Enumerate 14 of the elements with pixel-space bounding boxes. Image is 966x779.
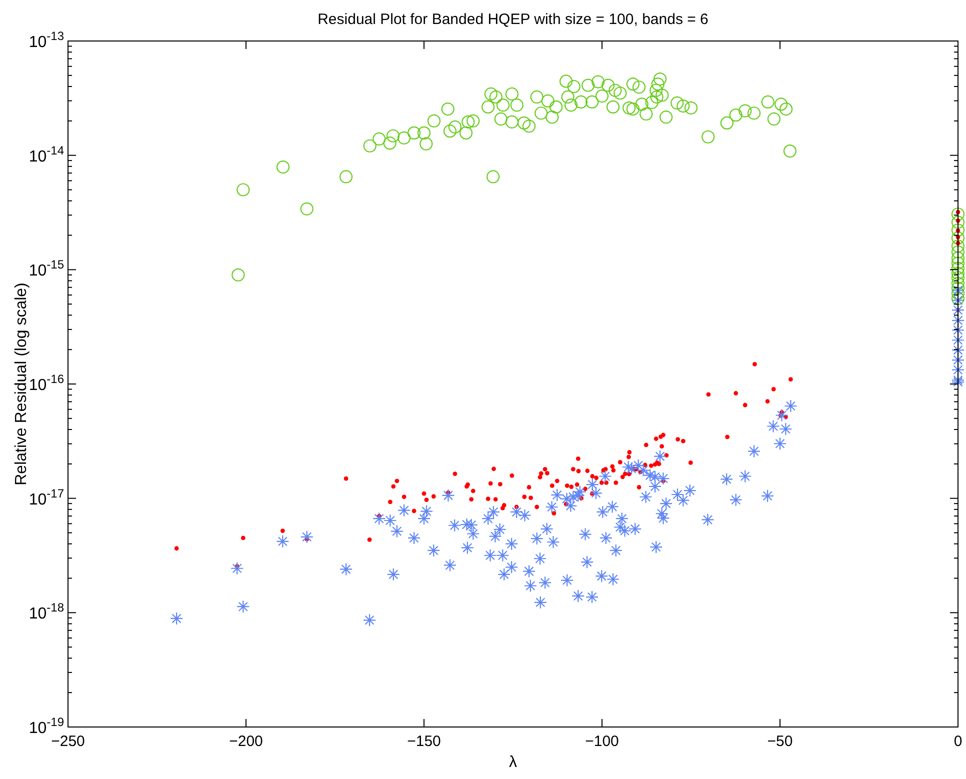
y-tick-label: 10$^{-16}$ xyxy=(28,372,64,394)
chart-title: Residual Plot for Banded HQEP with size = 100, bands = 6 xyxy=(318,11,708,28)
y-tick-label: 10$^{-13}$ xyxy=(28,29,64,51)
y-tick-label: 10$^{-15}$ xyxy=(28,258,64,280)
y-axis-title: Relative Residual (log scale) xyxy=(13,282,30,486)
x-tick-label: −100 xyxy=(585,733,619,750)
y-tick-label: 10$^{-14}$ xyxy=(28,143,64,166)
x-tick-label: −50 xyxy=(767,733,793,750)
x-axis-title: λ xyxy=(509,754,517,771)
x-tick-label: 0 xyxy=(954,733,962,750)
x-tick-label: −150 xyxy=(407,733,441,750)
x-tick-label: −200 xyxy=(229,733,263,750)
y-tick-label: 10$^{-17}$ xyxy=(28,486,64,508)
y-tick-label: 10$^{-18}$ xyxy=(28,600,64,623)
